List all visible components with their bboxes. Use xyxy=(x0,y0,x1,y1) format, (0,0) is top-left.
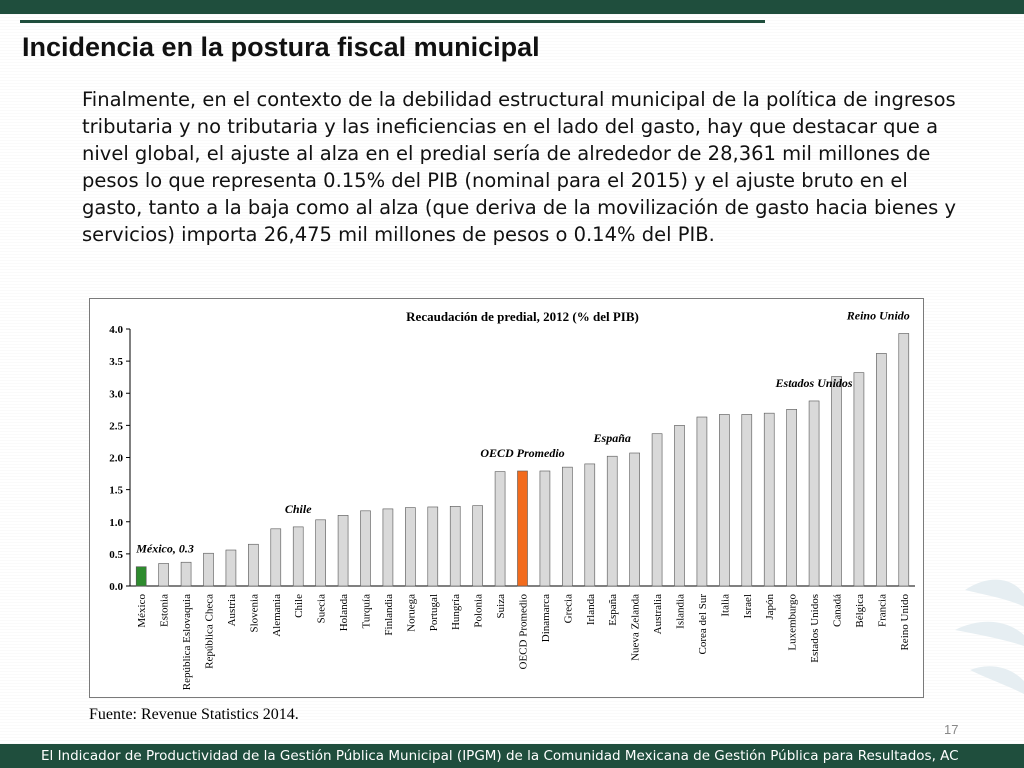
x-tick-label-grecia: Grecia xyxy=(562,594,574,623)
x-tick-label-finlandia: Finlandia xyxy=(383,594,395,636)
page-number: 17 xyxy=(944,722,959,737)
bar-dinamarca xyxy=(539,470,551,587)
x-tick-label-turquia: Turquía xyxy=(361,594,373,629)
x-tick-label-belgica: Bélgica xyxy=(854,594,866,628)
bar-suecia xyxy=(315,519,326,587)
x-tick-label-estados-unidos: Estados Unidos xyxy=(809,594,821,663)
annotation-reino-unido: Reino Unido xyxy=(846,308,910,322)
slide-body-text: Finalmente, en el contexto de la debilid… xyxy=(82,88,957,246)
bar-australia xyxy=(651,433,663,587)
x-tick-label-slovenia: Slovenia xyxy=(248,594,260,633)
footer-text: El Indicador de Productividad de la Gest… xyxy=(41,748,959,764)
bar-chart: Recaudación de predial, 2012 (% del PIB)… xyxy=(89,298,924,698)
bar-noruega xyxy=(405,507,416,587)
x-tick-label-chile: Chile xyxy=(293,594,305,618)
y-tick-label: 1.5 xyxy=(109,485,123,497)
bar-alemania xyxy=(270,528,282,587)
y-tick-label: 4.0 xyxy=(109,324,123,336)
annotation-estados-unidos: Estados Unidos xyxy=(775,376,853,390)
y-tick-label: 0.0 xyxy=(109,581,123,593)
bar-portugal xyxy=(427,506,439,587)
x-tick-label-republica-eslovaquia: República Eslovaquia xyxy=(181,594,193,690)
x-tick-label-republica-checa: República Checa xyxy=(204,594,216,669)
bar-republica-eslovaquia xyxy=(180,561,192,587)
y-tick-label: 2.5 xyxy=(109,420,123,432)
x-tick-label-luxemburgo: Luxemburgo xyxy=(787,594,799,651)
bar-polonia xyxy=(472,505,483,587)
bar-suiza xyxy=(494,471,506,587)
bar-turquia xyxy=(360,510,371,587)
x-tick-label-polonia: Polonia xyxy=(473,594,485,628)
x-tick-label-espana: España xyxy=(607,594,619,626)
bar-italia xyxy=(719,414,730,587)
chart-title: Recaudación de predial, 2012 (% del PIB) xyxy=(406,309,639,324)
x-tick-label-dinamarca: Dinamarca xyxy=(540,594,552,642)
x-tick-label-noruega: Noruega xyxy=(405,594,417,632)
bar-holanda xyxy=(337,515,349,587)
bar-republica-checa xyxy=(203,552,214,587)
x-tick-label-alemania: Alemania xyxy=(271,594,283,637)
x-tick-label-holanda: Holanda xyxy=(338,594,350,631)
bar-nueva-zelanda xyxy=(629,452,640,587)
footer-bar: El Indicador de Productividad de la Gest… xyxy=(0,744,1024,768)
decorative-watermark-icon xyxy=(955,579,1024,695)
bar-espana xyxy=(606,455,618,587)
bar-austria xyxy=(225,549,237,587)
y-tick-label: 3.0 xyxy=(109,388,123,400)
x-tick-label-suecia: Suecia xyxy=(316,594,328,623)
x-tick-label-reino-unido: Reino Unido xyxy=(899,594,911,651)
x-tick-label-suiza: Suiza xyxy=(495,594,507,619)
bar-irlanda xyxy=(584,463,596,587)
y-tick-label: 2.0 xyxy=(109,453,123,465)
bar-mexico xyxy=(135,566,147,587)
x-tick-label-estonia: Estonia xyxy=(159,594,171,627)
bar-estonia xyxy=(158,563,169,587)
bar-slovenia xyxy=(248,543,259,587)
annotation-chile: Chile xyxy=(285,502,312,516)
bar-islandia xyxy=(674,425,685,587)
bar-japon xyxy=(763,412,775,587)
x-tick-label-corea-del-sur: Corea del Sur xyxy=(697,594,709,655)
bar-chile xyxy=(292,526,304,587)
x-tick-label-portugal: Portugal xyxy=(428,594,440,631)
y-tick-label: 3.5 xyxy=(109,356,123,368)
title-accent-line xyxy=(20,20,765,23)
x-tick-label-irlanda: Irlanda xyxy=(585,594,597,625)
bar-israel xyxy=(741,414,753,587)
x-tick-label-canada: Canadá xyxy=(832,594,844,627)
annotation-oecd-promedio: OECD Promedio xyxy=(480,446,564,460)
x-tick-label-nueva-zelanda: Nueva Zelanda xyxy=(630,594,642,661)
bar-reino-unido xyxy=(898,333,910,587)
bar-chart-svg: Recaudación de predial, 2012 (% del PIB)… xyxy=(109,308,915,690)
y-tick-label: 1.0 xyxy=(109,517,123,529)
bar-luxemburgo xyxy=(786,409,797,587)
bar-estados-unidos xyxy=(808,400,820,587)
bar-belgica xyxy=(853,372,865,587)
bar-hungria xyxy=(449,506,461,587)
x-tick-label-italia: Italia xyxy=(719,594,731,617)
annotation-mexico: México, 0.3 xyxy=(135,542,194,556)
x-tick-label-hungria: Hungría xyxy=(450,594,462,630)
x-tick-label-mexico: México xyxy=(136,594,148,628)
bar-grecia xyxy=(562,466,573,587)
bar-francia xyxy=(876,353,887,587)
x-tick-label-oecd-promedio: OECD Promedio xyxy=(518,594,530,670)
x-tick-label-japon: Japón xyxy=(764,594,776,620)
chart-source: Fuente: Revenue Statistics 2014. xyxy=(89,706,299,723)
x-tick-label-islandia: Islandia xyxy=(675,594,687,629)
bar-finlandia xyxy=(382,508,394,587)
y-tick-label: 0.5 xyxy=(109,549,123,561)
bar-canada xyxy=(831,376,842,587)
top-bar xyxy=(0,0,1024,14)
x-tick-label-israel: Israel xyxy=(742,594,754,618)
bar-corea-del-sur xyxy=(696,416,708,587)
annotation-espana: España xyxy=(593,431,631,445)
x-tick-label-austria: Austria xyxy=(226,594,238,627)
bar-oecd-promedio xyxy=(517,470,528,587)
x-tick-label-francia: Francia xyxy=(876,594,888,627)
slide-title: Incidencia en la postura fiscal municipa… xyxy=(22,32,540,62)
x-tick-label-australia: Australia xyxy=(652,594,664,634)
